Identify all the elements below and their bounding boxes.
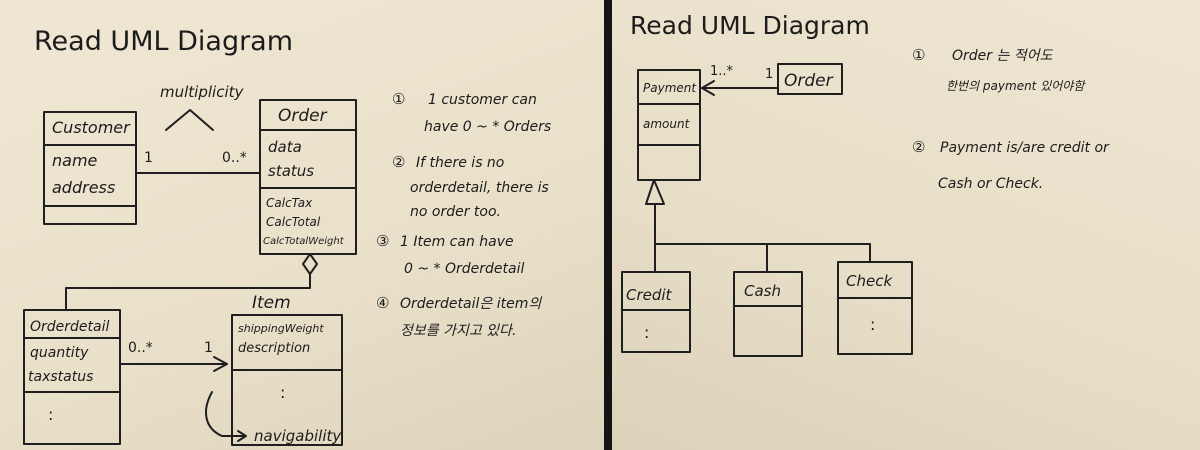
customer-class-name: Customer [52,118,131,137]
customer-attr-address: address [52,178,115,197]
check-ellipsis: : [870,315,875,334]
item-attr-shippingweight: shippingWeight [238,322,324,335]
left-uml-diagram: Read UML Diagram multiplicity Customer n… [23,26,551,446]
order-multiplicity: 0..* [222,150,247,166]
cash-class-name: Cash [744,282,781,300]
order-orderdetail-aggregation-line [65,273,311,311]
payment-class: Payment amount [637,69,701,181]
right-note-1-line-1: Order 는 적어도 [952,48,1054,64]
navigability-pointer [205,391,245,437]
item-ellipsis: : [280,383,285,402]
credit-class: Credit : [621,271,691,353]
order-class-name: Order [278,106,328,126]
navigability-pointer-arrowhead [237,430,247,442]
note-3-line-1: 1 Item can have [400,234,514,250]
right-order-class-name: Order [784,71,834,91]
left-notes: ① 1 customer can have 0 ~ * Orders ② If … [376,90,551,339]
credit-class-name: Credit [626,286,673,304]
orderdetail-class: Orderdetail quantity taxstatus : [23,309,121,445]
orderdetail-attr-quantity: quantity [30,345,89,361]
note-3-number: ③ [376,232,389,250]
note-4-line-2: 정보를 가지고 있다. [400,323,516,339]
orderdetail-multiplicity: 0..* [128,340,153,356]
right-note-2-line-2: Cash or Check. [938,176,1043,192]
customer-class: Customer name address [43,111,137,225]
check-class: Check : [837,261,913,355]
payment-arrowhead [701,80,715,96]
item-attr-description: description [238,341,310,356]
note-1-line-2: have 0 ~ * Orders [424,119,551,135]
payment-class-name: Payment [643,81,697,95]
payment-attr-amount: amount [643,117,691,131]
orderdetail-ellipsis: : [48,405,53,424]
right-note-sheet: Read UML Diagram Payment amount Order 1.… [612,0,1200,450]
right-note-2-number: ② [912,138,925,156]
note-2-number: ② [392,153,405,171]
left-title: Read UML Diagram [34,26,293,57]
generalization-triangle [645,179,665,205]
aggregation-diamond [302,253,318,275]
order-attr-data: data [268,138,302,156]
note-4-number: ④ [376,294,389,312]
note-2-line-2: orderdetail, there is [410,180,549,196]
right-note-2-line-1: Payment is/are credit or [940,140,1110,156]
note-3-line-2: 0 ~ * Orderdetail [404,261,524,277]
note-2-line-3: no order too. [410,204,501,220]
orderdetail-attr-taxstatus: taxstatus [28,369,93,385]
right-note-1-line-2: 한번의 payment 있어야함 [946,79,1086,93]
order-op-calctax: CalcTax [266,196,313,210]
navigability-arrowhead [213,356,228,372]
order-op-calctotalweight: CalcTotalWeight [263,236,345,247]
multiplicity-label: multiplicity [160,83,244,101]
note-4-line-1: Orderdetail은 item의 [400,296,542,312]
item-class: Item shippingWeight description : [231,293,343,446]
order-attr-status: status [268,162,314,180]
right-uml-diagram: Read UML Diagram Payment amount Order 1.… [621,11,1110,357]
right-note-1-number: ① [912,46,925,64]
multiplicity-caret [165,109,214,131]
right-order-multiplicity: 1 [765,67,773,82]
note-2-line-1: If there is no [416,155,504,171]
customer-multiplicity: 1 [144,150,153,166]
item-class-name: Item [252,293,291,313]
order-class: Order data status CalcTax CalcTotal Calc… [259,99,357,255]
order-op-calctotal: CalcTotal [266,215,321,229]
right-title: Read UML Diagram [630,11,870,40]
credit-ellipsis: : [644,323,649,342]
right-order-class: Order [777,63,843,95]
orderdetail-class-name: Orderdetail [30,319,109,335]
item-multiplicity: 1 [204,340,213,356]
navigability-label: navigability [254,427,342,445]
cash-class: Cash [733,271,803,357]
right-notes: ① Order 는 적어도 한번의 payment 있어야함 ② Payment… [912,46,1110,192]
left-note-sheet: Read UML Diagram multiplicity Customer n… [0,0,604,450]
check-class-name: Check [846,272,893,290]
note-1-line-1: 1 customer can [428,92,537,108]
payment-multiplicity: 1..* [710,64,734,79]
customer-attr-name: name [52,151,98,170]
note-1-number: ① [392,90,405,108]
